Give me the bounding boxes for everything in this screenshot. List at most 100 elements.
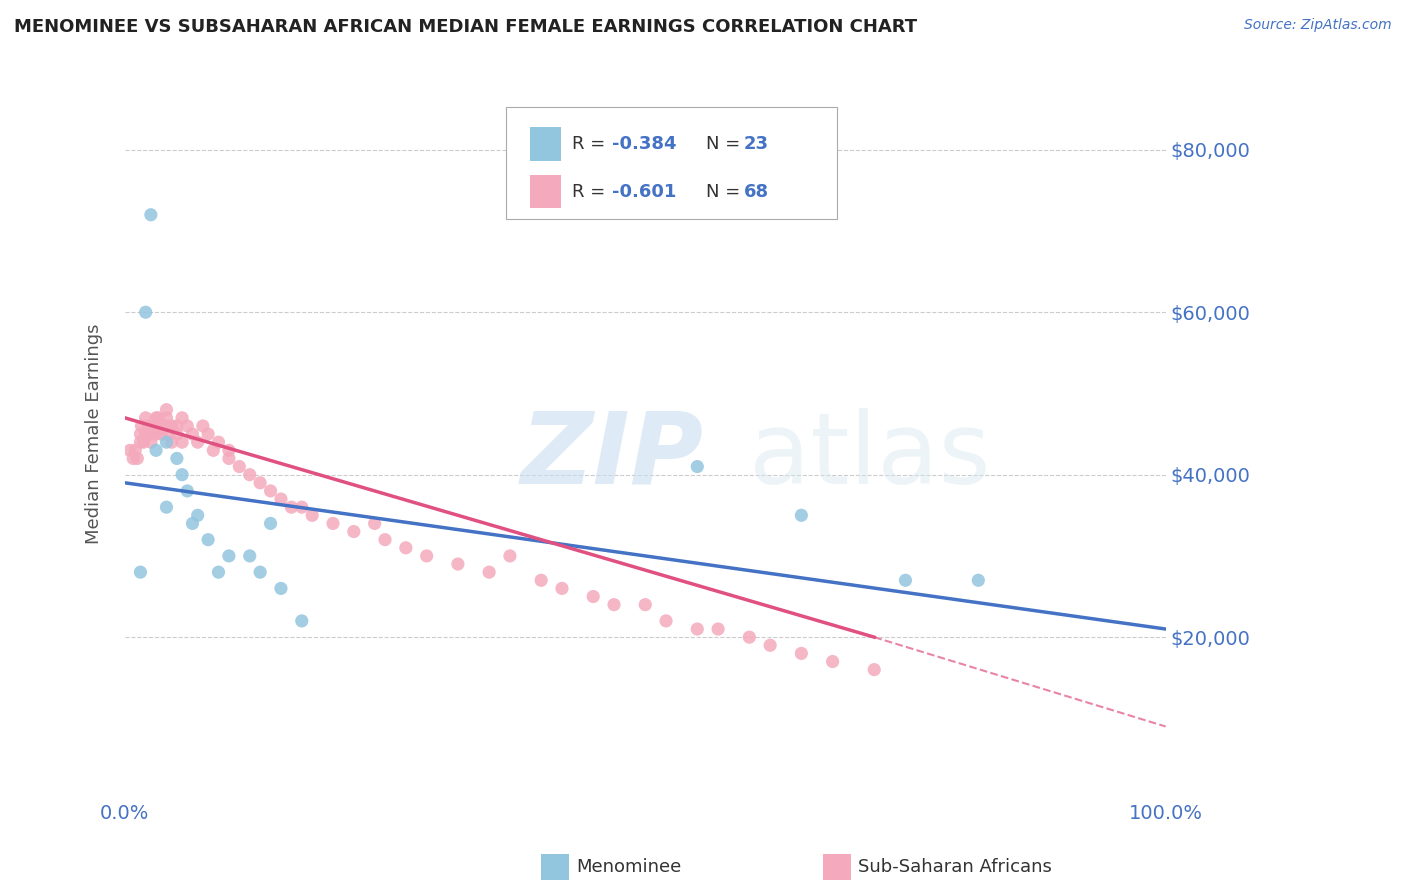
Text: R =: R = xyxy=(572,136,612,153)
Point xyxy=(551,582,574,596)
Point xyxy=(967,574,990,588)
Point xyxy=(790,508,813,523)
Text: 23: 23 xyxy=(744,136,769,153)
Text: atlas: atlas xyxy=(749,408,991,505)
Point xyxy=(135,410,157,425)
Point xyxy=(821,655,844,669)
Point xyxy=(132,435,155,450)
Point xyxy=(145,443,167,458)
Text: -0.384: -0.384 xyxy=(612,136,676,153)
Point xyxy=(218,549,240,563)
Point xyxy=(322,516,344,531)
Point xyxy=(582,590,605,604)
Point xyxy=(160,419,183,434)
Point xyxy=(270,582,292,596)
Point xyxy=(170,435,193,450)
Point xyxy=(218,443,240,458)
Point xyxy=(603,598,626,612)
Point xyxy=(160,435,183,450)
Point xyxy=(634,598,657,612)
Point xyxy=(155,435,177,450)
Point xyxy=(118,443,141,458)
Point xyxy=(143,419,166,434)
Point xyxy=(249,565,271,579)
Point xyxy=(197,427,219,442)
Point xyxy=(239,467,262,482)
Text: Menominee: Menominee xyxy=(576,858,682,876)
Point xyxy=(228,459,250,474)
Text: R =: R = xyxy=(572,183,612,201)
Point xyxy=(707,622,730,636)
Point xyxy=(415,549,437,563)
Point xyxy=(291,500,314,515)
Point xyxy=(395,541,418,555)
Point xyxy=(249,475,271,490)
Point xyxy=(291,614,314,628)
Point xyxy=(218,451,240,466)
Text: N =: N = xyxy=(706,136,745,153)
Point xyxy=(790,647,813,661)
Point xyxy=(155,500,177,515)
Point xyxy=(131,419,153,434)
Text: Sub-Saharan Africans: Sub-Saharan Africans xyxy=(858,858,1052,876)
Point xyxy=(129,435,152,450)
Point xyxy=(181,427,204,442)
Point xyxy=(146,410,169,425)
Point xyxy=(202,443,225,458)
Text: MENOMINEE VS SUBSAHARAN AFRICAN MEDIAN FEMALE EARNINGS CORRELATION CHART: MENOMINEE VS SUBSAHARAN AFRICAN MEDIAN F… xyxy=(14,18,917,36)
Point xyxy=(136,419,159,434)
Point xyxy=(343,524,366,539)
Point xyxy=(139,427,162,442)
Point xyxy=(191,419,214,434)
Point xyxy=(122,451,145,466)
Text: Source: ZipAtlas.com: Source: ZipAtlas.com xyxy=(1244,18,1392,32)
Point xyxy=(270,491,292,506)
Point xyxy=(207,435,229,450)
Point xyxy=(150,427,173,442)
Point xyxy=(166,427,188,442)
Point xyxy=(759,638,782,652)
Point xyxy=(166,419,188,434)
Point xyxy=(447,557,470,571)
Point xyxy=(686,622,709,636)
Y-axis label: Median Female Earnings: Median Female Earnings xyxy=(86,324,103,544)
Point xyxy=(176,483,198,498)
Point xyxy=(187,435,209,450)
Point xyxy=(894,574,917,588)
Point xyxy=(259,483,281,498)
Point xyxy=(655,614,678,628)
Point xyxy=(530,574,553,588)
Point xyxy=(239,549,262,563)
Point xyxy=(363,516,385,531)
Point xyxy=(197,533,219,547)
Point xyxy=(170,410,193,425)
Text: 68: 68 xyxy=(744,183,769,201)
Point xyxy=(176,419,198,434)
Point xyxy=(145,427,167,442)
Point xyxy=(139,435,162,450)
Point xyxy=(686,459,709,474)
Point xyxy=(155,410,177,425)
Point xyxy=(157,427,180,442)
Point xyxy=(187,508,209,523)
Point xyxy=(150,419,173,434)
Point xyxy=(207,565,229,579)
Point xyxy=(135,427,157,442)
Point xyxy=(374,533,396,547)
Point xyxy=(170,467,193,482)
Point xyxy=(738,630,761,644)
Point xyxy=(155,402,177,417)
Point xyxy=(129,565,152,579)
Point xyxy=(127,451,149,466)
Point xyxy=(863,663,886,677)
Point xyxy=(166,451,188,466)
Point xyxy=(259,516,281,531)
Point xyxy=(135,305,157,319)
Point xyxy=(499,549,522,563)
Text: ZIP: ZIP xyxy=(520,408,703,505)
Point xyxy=(478,565,501,579)
Point xyxy=(301,508,323,523)
Point xyxy=(155,419,177,434)
Text: N =: N = xyxy=(706,183,745,201)
Point xyxy=(280,500,302,515)
